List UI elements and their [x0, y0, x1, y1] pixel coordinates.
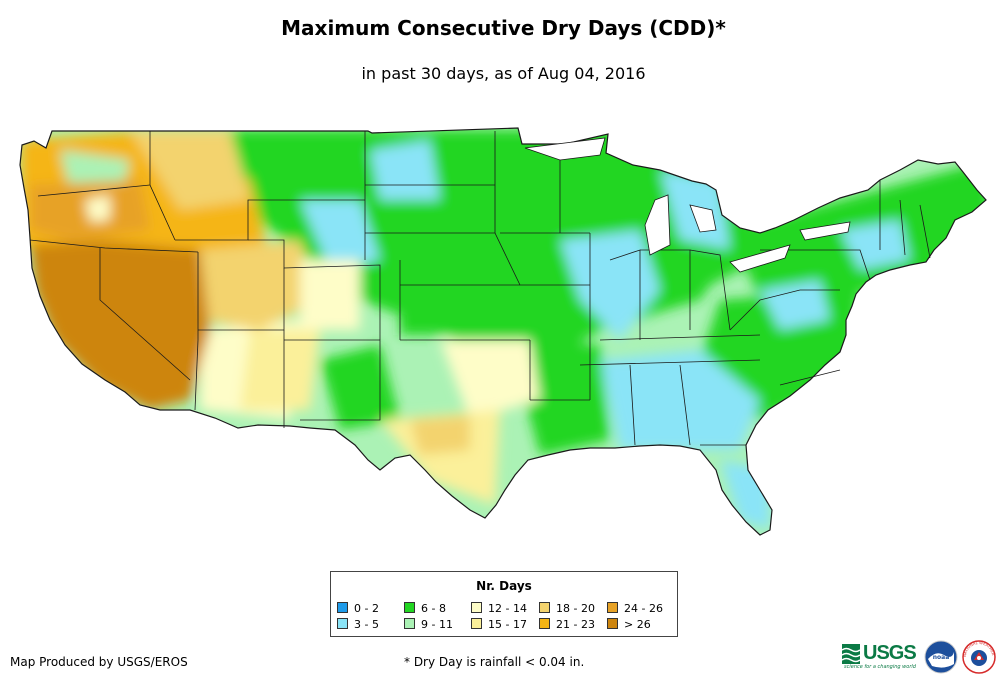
- legend-swatch: [337, 602, 348, 613]
- legend-swatch: [471, 618, 482, 629]
- usgs-wave-icon: [841, 644, 861, 664]
- great-lakes: [524, 137, 851, 273]
- legend-item-12-14: 12 - 14: [471, 602, 527, 615]
- legend-item-3-5: 3 - 5: [337, 618, 379, 631]
- legend-swatch: [404, 602, 415, 613]
- usgs-logo: USGS science for a changing world: [841, 642, 918, 670]
- nws-logo: NATIONAL WEATHER SERVICE: [961, 636, 996, 674]
- noaa-label: noaa: [933, 654, 950, 661]
- legend-swatch: [607, 602, 618, 613]
- legend-item-15-17: 15 - 17: [471, 618, 527, 631]
- legend-item-18-20: 18 - 20: [539, 602, 595, 615]
- legend-swatch: [471, 602, 482, 613]
- legend-swatch: [539, 602, 550, 613]
- footnote-text: * Dry Day is rainfall < 0.04 in.: [404, 655, 585, 669]
- legend-item-over-26: > 26: [607, 618, 651, 631]
- usgs-tagline: science for a changing world: [844, 664, 916, 670]
- legend-title: Nr. Days: [476, 579, 532, 593]
- legend-item-21-23: 21 - 23: [539, 618, 595, 631]
- cdd-raster: [20, 128, 986, 535]
- legend-swatch: [337, 618, 348, 629]
- legend-swatch: [404, 618, 415, 629]
- legend-swatch: [607, 618, 618, 629]
- legend-item-0-2: 0 - 2: [337, 602, 379, 615]
- state-borders: [29, 131, 931, 446]
- legend: Nr. Days 0 - 2 3 - 5 6 - 8 9 - 11 12 - 1…: [330, 571, 678, 637]
- legend-item-6-8: 6 - 8: [404, 602, 446, 615]
- noaa-logo: noaa: [924, 640, 958, 674]
- legend-item-24-26: 24 - 26: [607, 602, 663, 615]
- legend-item-9-11: 9 - 11: [404, 618, 453, 631]
- usgs-wordmark: USGS: [863, 642, 917, 664]
- legend-swatch: [539, 618, 550, 629]
- credit-text: Map Produced by USGS/EROS: [10, 655, 188, 669]
- map-title: Maximum Consecutive Dry Days (CDD)*: [281, 16, 726, 40]
- map-subtitle: in past 30 days, as of Aug 04, 2016: [361, 64, 646, 83]
